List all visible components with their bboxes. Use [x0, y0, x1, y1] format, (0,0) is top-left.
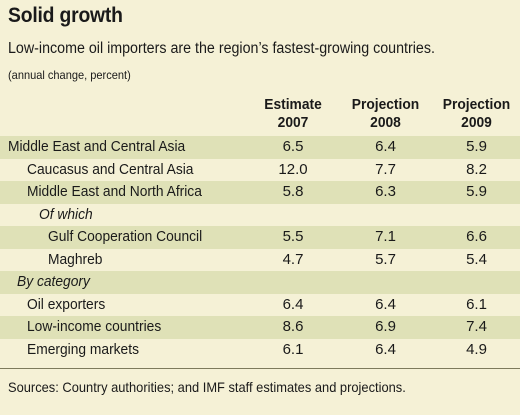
table-title: Solid growth: [8, 4, 123, 27]
cell-value: 7.7: [375, 160, 396, 178]
cell-value: 6.4: [338, 136, 433, 159]
cell-value: 7.1: [338, 226, 433, 249]
table-row-subheading: Of which: [0, 204, 520, 227]
cell-value: 4.9: [466, 340, 487, 358]
row-subheading: By category: [0, 271, 248, 294]
cell-value: 5.7: [375, 250, 396, 268]
cell-value: 6.4: [375, 340, 396, 358]
cell-value: 5.9: [433, 136, 520, 159]
header-row: Estimate 2007 Projection 2008 Projection…: [0, 94, 520, 136]
row-label: Caucasus and Central Asia: [27, 160, 194, 178]
row-label: Middle East and Central Asia: [0, 136, 248, 159]
cell-value: 6.1: [466, 295, 487, 313]
table-row: Middle East and North Africa 5.8 6.3 5.9: [0, 181, 520, 204]
cell-value: 5.5: [248, 226, 338, 249]
table-row: Gulf Cooperation Council 5.5 7.1 6.6: [0, 226, 520, 249]
row-label: Oil exporters: [27, 295, 106, 313]
source-note: Sources: Country authorities; and IMF st…: [8, 379, 406, 395]
units-note: (annual change, percent): [8, 68, 131, 82]
growth-table: Estimate 2007 Projection 2008 Projection…: [0, 94, 520, 361]
row-label: Middle East and North Africa: [0, 181, 248, 204]
cell-value: 4.7: [282, 250, 304, 268]
column-header-top: Estimate: [264, 96, 322, 113]
table-row: Low-income countries 8.6 6.9 7.4: [0, 316, 520, 339]
cell-value: 6.4: [282, 295, 304, 313]
column-header-year: 2008: [370, 114, 401, 131]
row-label: Low-income countries: [0, 316, 248, 339]
row-label: Gulf Cooperation Council: [0, 226, 248, 249]
cell-value: 5.4: [466, 250, 487, 268]
column-header-year: 2007: [277, 114, 309, 131]
table-subtitle: Low-income oil importers are the region’…: [8, 40, 435, 57]
cell-value: 5.8: [248, 181, 338, 204]
cell-value: 12.0: [278, 160, 308, 178]
cell-value: 6.4: [375, 295, 396, 313]
row-label: Maghreb: [48, 250, 103, 268]
row-subheading: Of which: [39, 205, 93, 223]
table-row: Middle East and Central Asia 6.5 6.4 5.9: [0, 136, 520, 159]
table-row: Oil exporters 6.4 6.4 6.1: [0, 294, 520, 317]
table-row-subheading: By category: [0, 271, 520, 294]
cell-value: 6.6: [433, 226, 520, 249]
column-header-top: Projection: [351, 96, 420, 113]
table-row: Caucasus and Central Asia 12.0 7.7 8.2: [0, 159, 520, 182]
cell-value: 5.9: [433, 181, 520, 204]
cell-value: 6.1: [282, 340, 304, 358]
table-row: Emerging markets 6.1 6.4 4.9: [0, 339, 520, 362]
cell-value: 8.2: [466, 160, 487, 178]
column-header: Estimate 2007: [248, 94, 338, 136]
cell-value: 6.9: [338, 316, 433, 339]
column-header: Projection 2008: [338, 94, 433, 136]
header-blank: [0, 94, 248, 136]
row-label: Emerging markets: [27, 340, 139, 358]
cell-value: 6.5: [248, 136, 338, 159]
table-row: Maghreb 4.7 5.7 5.4: [0, 249, 520, 272]
cell-value: 8.6: [248, 316, 338, 339]
column-header-year: 2009: [461, 114, 492, 131]
column-header-top: Projection: [442, 96, 511, 113]
cell-value: 6.3: [338, 181, 433, 204]
cell-value: 7.4: [433, 316, 520, 339]
divider: [0, 368, 520, 369]
column-header: Projection 2009: [433, 94, 520, 136]
